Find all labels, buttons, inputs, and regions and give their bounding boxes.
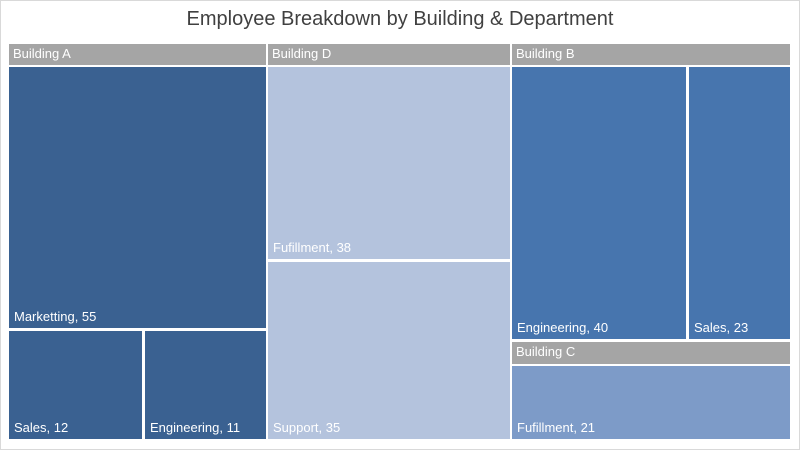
treemap-cell: Engineering, 11	[145, 331, 266, 439]
cell-label: Marketting, 55	[14, 309, 97, 324]
chart-title: Employee Breakdown by Building & Departm…	[186, 8, 614, 30]
treemap-cell: Sales, 12	[9, 331, 142, 439]
group-header: Building A	[9, 44, 266, 65]
treemap-cell: Fufillment, 38	[268, 67, 510, 259]
cell-label: Sales, 23	[694, 320, 749, 335]
group-header: Building C	[512, 342, 790, 364]
treemap-cell: Fufillment, 21	[512, 366, 790, 439]
treemap-cell: Support, 35	[268, 262, 510, 439]
cell-label: Fufillment, 21	[517, 420, 596, 435]
treemap-cell: Marketting, 55	[9, 67, 266, 328]
cell-label: Engineering, 11	[150, 420, 241, 435]
cell-label: Fufillment, 38	[273, 240, 352, 255]
group-header: Building B	[512, 44, 790, 65]
treemap-cell: Sales, 23	[689, 67, 790, 339]
cell-label: Sales, 12	[14, 420, 69, 435]
cell-label: Support, 35	[273, 420, 341, 435]
treemap-cell: Engineering, 40	[512, 67, 686, 339]
group-header: Building D	[268, 44, 510, 65]
cell-label: Engineering, 40	[517, 320, 609, 335]
